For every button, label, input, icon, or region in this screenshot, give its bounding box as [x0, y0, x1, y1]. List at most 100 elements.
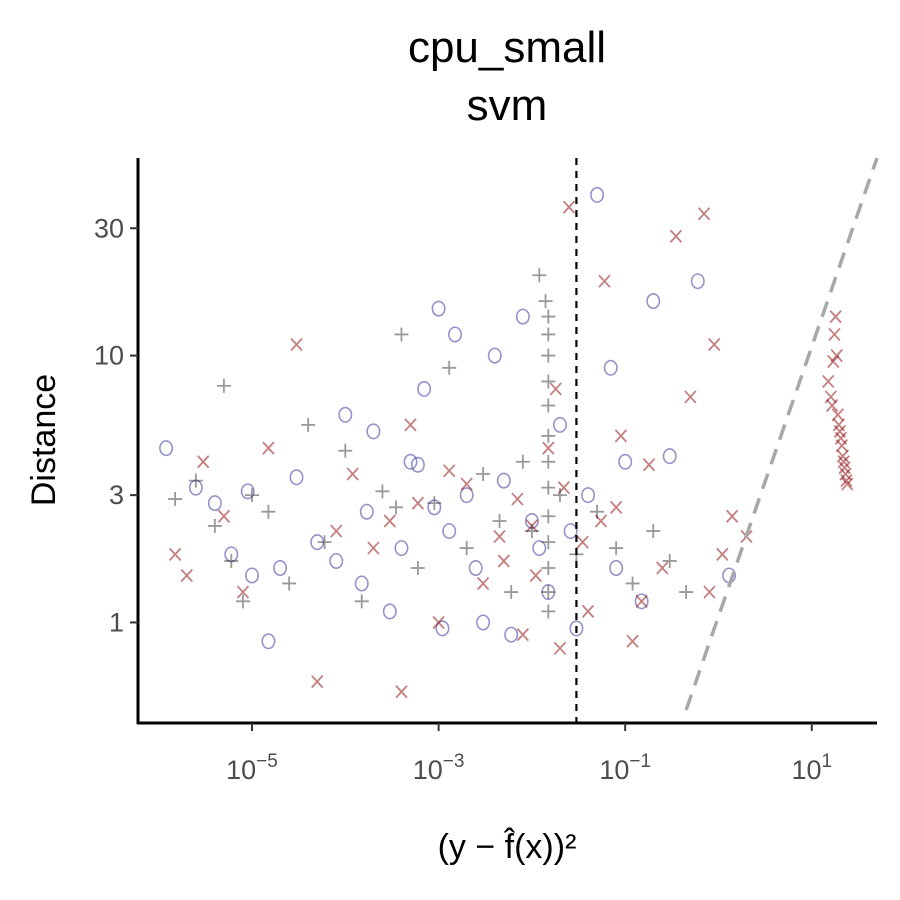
- data-point-x: [716, 547, 729, 561]
- data-point-x: [834, 431, 848, 445]
- data-point-x: [614, 429, 628, 443]
- data-point-x: [217, 509, 231, 523]
- data-point-o: [382, 603, 397, 620]
- data-point-x: [262, 441, 275, 455]
- data-point-o: [359, 503, 374, 520]
- data-point-o: [354, 575, 369, 592]
- data-point-plus: [338, 443, 353, 458]
- data-point-x: [290, 337, 303, 352]
- data-point-x: [825, 398, 839, 413]
- data-point-o: [603, 359, 618, 376]
- data-point-plus: [541, 327, 556, 342]
- data-point-o: [634, 593, 649, 610]
- data-point-o: [289, 469, 304, 486]
- data-point-plus: [541, 454, 556, 469]
- data-point-plus: [459, 541, 474, 556]
- data-point-x: [656, 561, 669, 575]
- x-tick-label: 10−5: [226, 751, 278, 785]
- data-point-o: [569, 620, 584, 637]
- data-point-x: [346, 467, 359, 481]
- data-point-x: [642, 458, 656, 472]
- data-point-x: [432, 615, 445, 630]
- data-point-o: [207, 495, 222, 512]
- x-tick-base: 10: [791, 755, 821, 785]
- data-point-x: [703, 585, 716, 599]
- chart-title: cpu_small: [408, 23, 606, 72]
- data-point-x: [838, 461, 851, 475]
- data-point-x: [836, 449, 849, 463]
- data-point-plus: [541, 585, 556, 600]
- data-point-plus: [515, 454, 530, 469]
- data-point-x: [725, 509, 739, 523]
- data-point-plus: [538, 294, 553, 309]
- data-point-o: [417, 380, 432, 397]
- data-point-plus: [541, 309, 556, 324]
- data-point-plus: [541, 509, 556, 524]
- data-point-x: [708, 337, 721, 352]
- data-point-plus: [207, 518, 222, 533]
- chart-subtitle: svm: [467, 81, 548, 130]
- data-point-o: [244, 567, 259, 584]
- data-point-plus: [168, 492, 183, 507]
- data-point-x: [493, 529, 506, 544]
- data-point-x: [443, 464, 456, 478]
- data-point-o: [410, 456, 425, 473]
- data-point-plus: [541, 560, 556, 575]
- data-point-x: [626, 634, 639, 648]
- data-point-plus: [244, 488, 259, 503]
- data-point-o: [338, 406, 353, 423]
- data-point-x: [562, 200, 576, 214]
- data-point-plus: [552, 488, 567, 503]
- data-point-x: [829, 309, 842, 324]
- data-point-x: [576, 535, 589, 549]
- data-point-plus: [301, 417, 316, 432]
- data-point-o: [590, 186, 605, 203]
- data-point-plus: [317, 535, 332, 550]
- data-point-o: [403, 453, 418, 470]
- data-point-x: [516, 628, 530, 642]
- data-point-plus: [532, 268, 547, 283]
- data-point-o: [581, 487, 596, 504]
- data-point-x: [841, 477, 854, 491]
- x-tick-label: 101: [791, 751, 832, 785]
- y-ticks: 1 3 10 30: [94, 213, 138, 637]
- data-point-o: [515, 308, 530, 325]
- data-point-o: [431, 300, 446, 317]
- data-point-plus: [541, 398, 556, 413]
- data-point-plus: [541, 535, 556, 550]
- data-point-o: [329, 552, 344, 569]
- data-point-o: [496, 472, 511, 489]
- data-point-x: [609, 500, 623, 514]
- x-tick-base: 10: [599, 755, 629, 785]
- x-tick-exponent: 1: [822, 751, 833, 772]
- data-point-x: [830, 348, 843, 363]
- data-point-x: [330, 524, 343, 538]
- data-point-plus: [216, 378, 231, 393]
- data-point-o: [159, 440, 174, 457]
- data-point-o: [435, 620, 450, 637]
- data-point-x: [529, 568, 542, 583]
- data-point-x: [822, 374, 835, 389]
- data-point-plus: [679, 585, 694, 600]
- data-point-x: [635, 594, 648, 608]
- data-point-x: [827, 354, 840, 369]
- data-point-plus: [442, 360, 457, 375]
- data-point-plus: [410, 560, 425, 575]
- y-tick-label: 30: [94, 213, 124, 243]
- data-point-x: [840, 474, 853, 488]
- data-point-o: [662, 448, 677, 465]
- data-point-o: [646, 293, 661, 310]
- data-point-plus: [662, 553, 677, 568]
- data-point-plus: [235, 594, 250, 609]
- data-point-plus: [609, 541, 624, 556]
- data-point-plus: [541, 604, 556, 619]
- x-tick-exponent: −1: [629, 751, 651, 772]
- data-point-o: [690, 273, 705, 290]
- x-tick-base: 10: [413, 755, 443, 785]
- data-point-x: [168, 547, 182, 561]
- y-tick-label: 1: [109, 607, 124, 637]
- data-point-x: [549, 382, 562, 396]
- data-point-x: [411, 496, 425, 510]
- data-point-plus: [427, 496, 442, 511]
- data-point-o: [468, 559, 483, 576]
